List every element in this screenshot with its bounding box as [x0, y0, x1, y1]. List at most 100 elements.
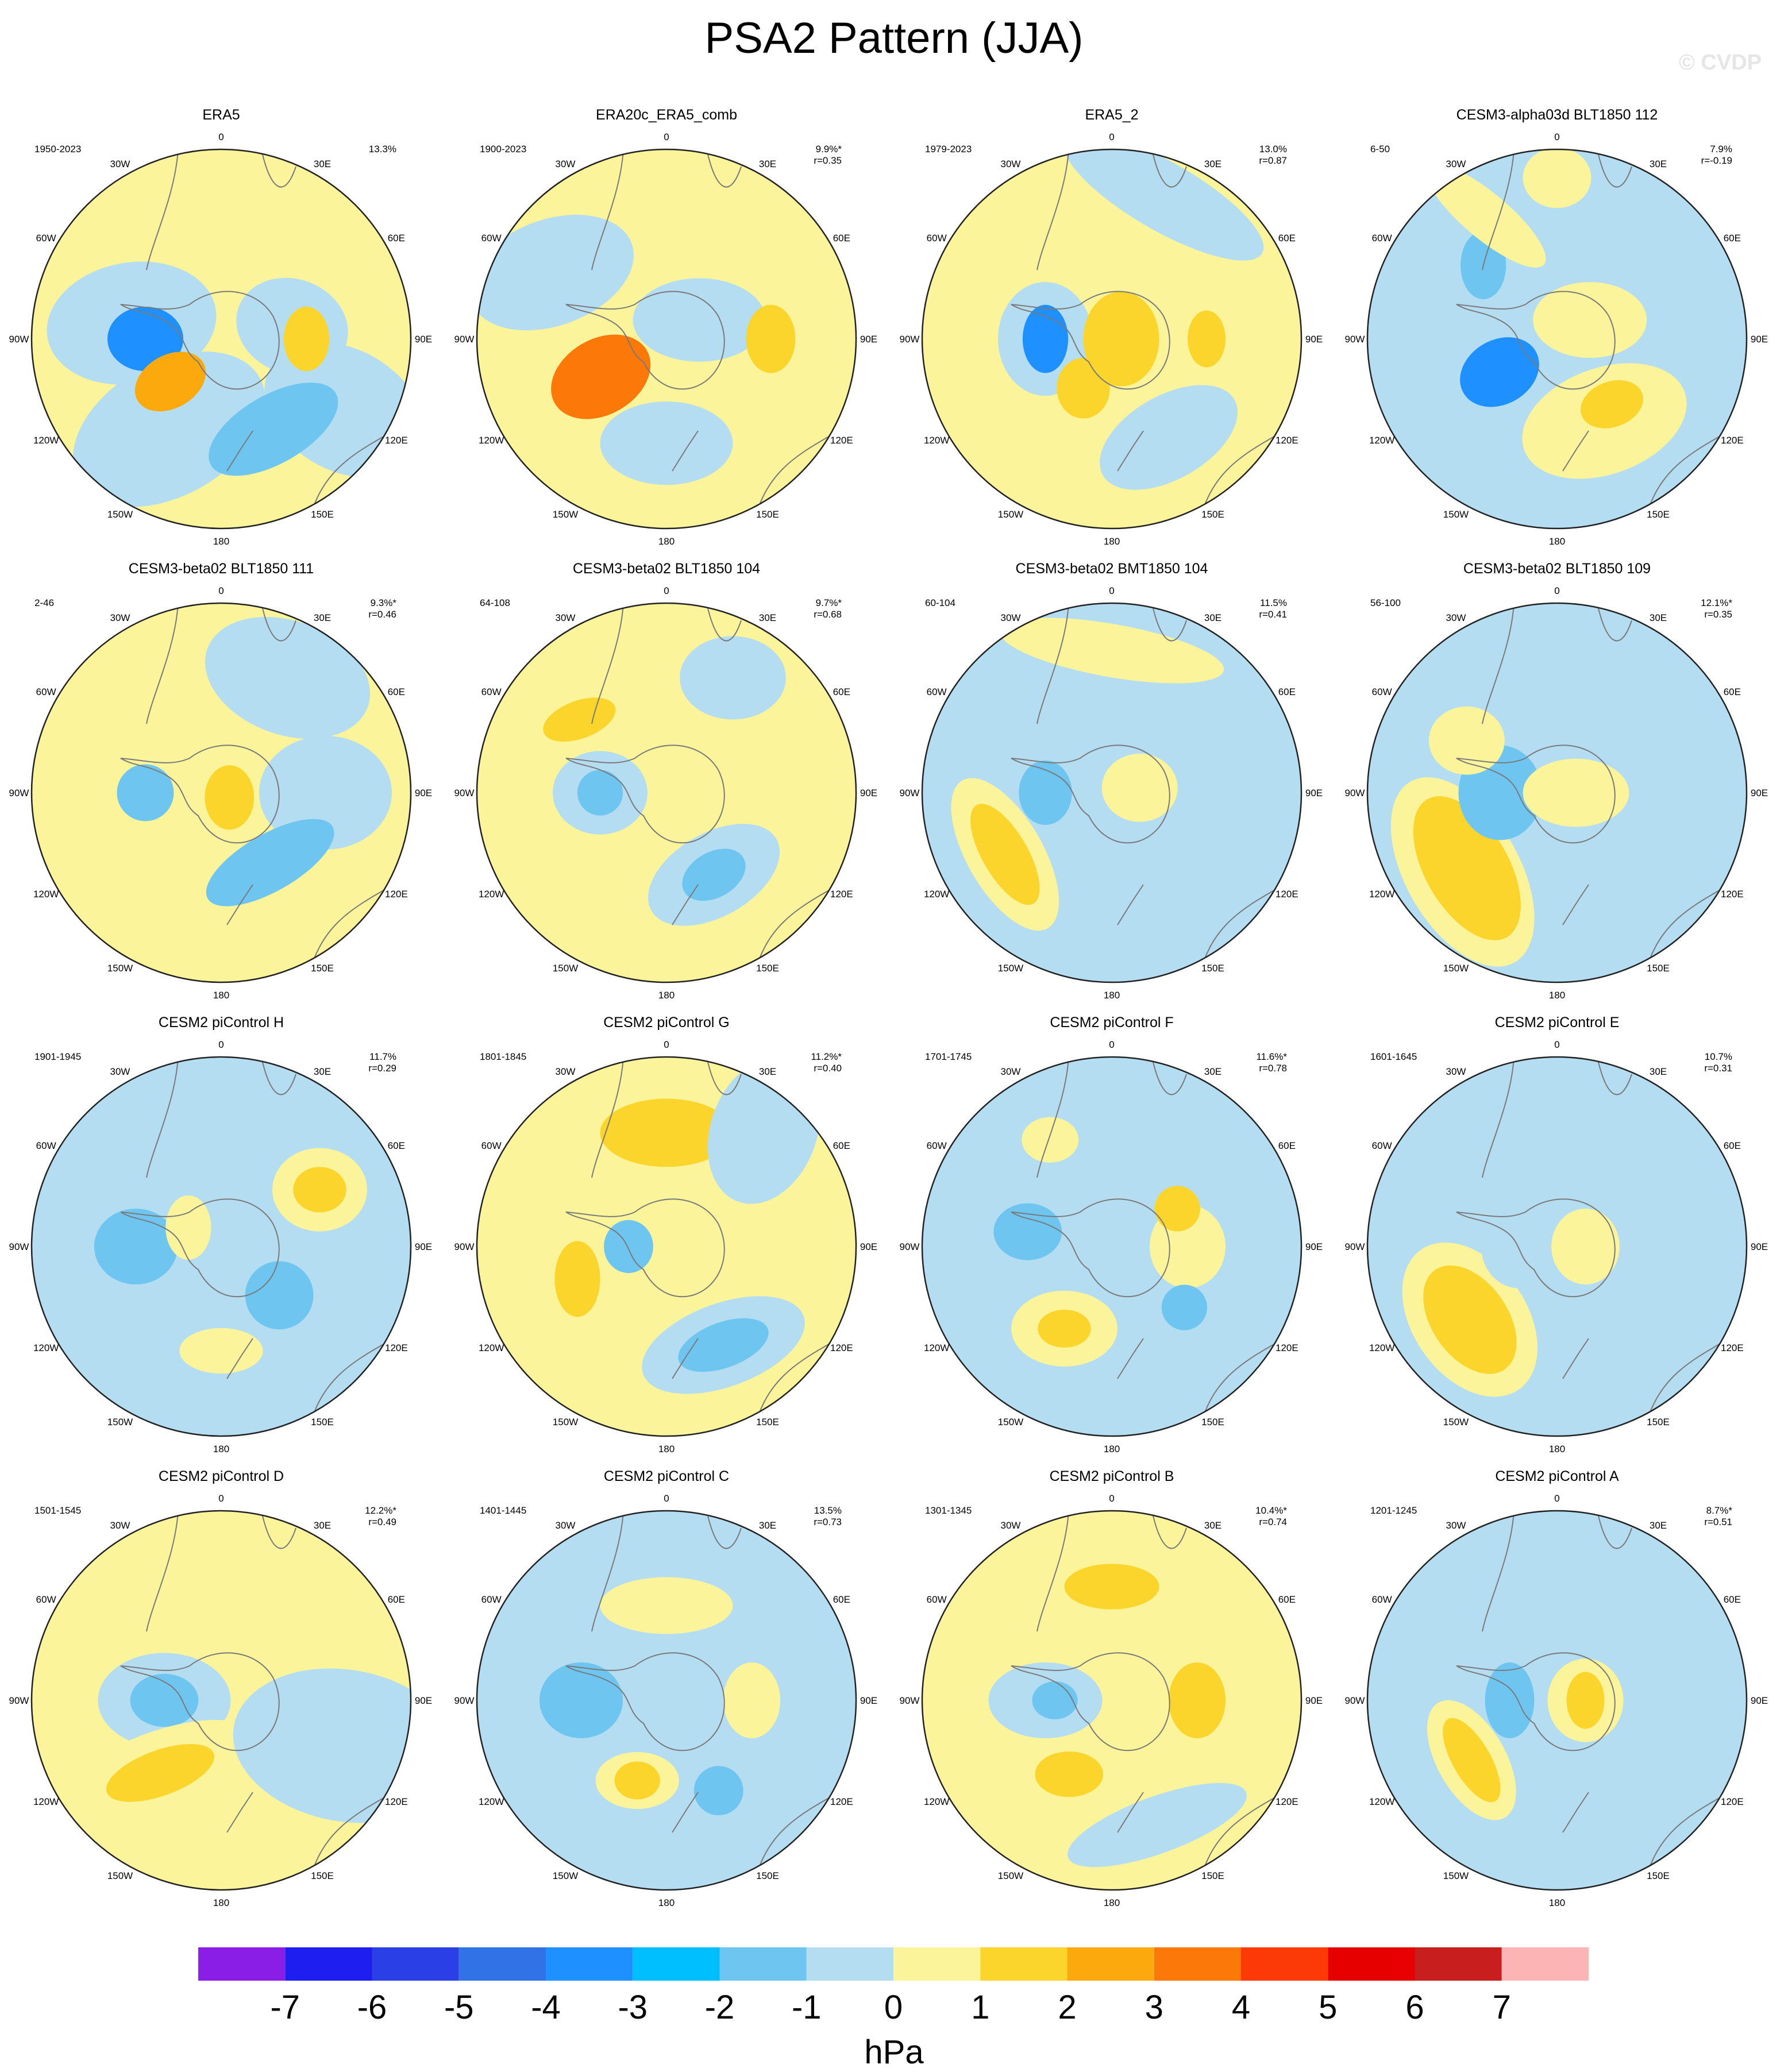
- longitude-label: 150E: [756, 509, 779, 520]
- longitude-label: 180: [1104, 990, 1120, 1001]
- longitude-label: 180: [1549, 1897, 1565, 1908]
- colorbar-box: [372, 1947, 459, 1981]
- longitude-label: 180: [1549, 990, 1565, 1001]
- coastline-south-america: [1036, 149, 1069, 271]
- anomaly-contour: [1101, 754, 1178, 822]
- colorbar-box: [1154, 1947, 1241, 1981]
- anomaly-contour: [205, 765, 255, 830]
- coastline-africa: [261, 1511, 296, 1549]
- coastline-antarctica: [1456, 1652, 1616, 1751]
- anomaly-contour: [94, 1209, 178, 1284]
- longitude-label: 90W: [9, 788, 29, 798]
- longitude-label: 0: [664, 1039, 669, 1050]
- longitude-label: 90W: [900, 334, 920, 345]
- anomaly-contour: [1035, 1751, 1104, 1797]
- longitude-label: 60W: [927, 1140, 947, 1151]
- longitude-label: 30E: [1650, 612, 1667, 623]
- map-panel: 0 30E 60E 90E 120E 150E 180 150W 120W 90W 60W 30W CE…: [9, 561, 433, 1001]
- coastline-antarctica: [1456, 291, 1616, 390]
- longitude-label: 90E: [1751, 334, 1768, 345]
- anomaly-contour: [1413, 796, 1521, 940]
- map-panel: 0 30E 60E 90E 120E 150E 180 150W 120W 90W 60W 30W CE…: [900, 561, 1323, 1001]
- longitude-label: 150E: [1647, 963, 1670, 974]
- anomaly-contour: [970, 804, 1040, 905]
- anomaly-contour: [614, 1761, 660, 1800]
- longitude-label: 90E: [415, 334, 432, 345]
- panel-variance: 8.7%*: [1706, 1505, 1733, 1516]
- coastline-antarctica: [565, 291, 725, 390]
- coastline-africa: [1151, 149, 1187, 188]
- longitude-label: 180: [658, 1897, 675, 1908]
- coastline-new-zealand: [1562, 884, 1589, 925]
- longitude-label: 60W: [481, 233, 502, 244]
- longitude-label: 150W: [998, 963, 1023, 974]
- colorbar-tick-label: 3: [1145, 1989, 1163, 2026]
- longitude-label: 180: [658, 536, 675, 547]
- map-border: [30, 1510, 412, 1891]
- anomaly-contour: [209, 383, 338, 476]
- longitude-label: 120W: [479, 889, 504, 900]
- colorbar-unit: hPa: [864, 2034, 924, 2071]
- panel-title: CESM2 piControl F: [1050, 1014, 1173, 1031]
- longitude-label: 150E: [311, 1417, 334, 1427]
- map-panel: 0 30E 60E 90E 120E 150E 180 150W 120W 90W 60W 30W ER…: [900, 107, 1323, 547]
- coastline-antarctica: [1011, 1198, 1170, 1298]
- longitude-label: 30E: [314, 612, 331, 623]
- panel-variance: 11.7%: [369, 1051, 396, 1062]
- anomaly-contour: [117, 764, 174, 821]
- panel-correlation: r=0.73: [814, 1517, 842, 1527]
- longitude-label: 150W: [1443, 1417, 1469, 1427]
- longitude-label: 90W: [454, 788, 475, 798]
- longitude-label: 60W: [1372, 233, 1392, 244]
- panel-years: 1301-1345: [925, 1505, 972, 1516]
- coastline-new-zealand: [226, 1338, 253, 1379]
- anomaly-contour: [600, 401, 733, 485]
- panel-title: CESM3-beta02 BLT1850 104: [573, 561, 760, 577]
- coastline-new-zealand: [1562, 430, 1589, 472]
- longitude-label: 90W: [1345, 788, 1365, 798]
- coastline-south-america: [146, 1511, 179, 1632]
- longitude-label: 150E: [756, 1417, 779, 1427]
- panel-title: CESM3-alpha03d BLT1850 112: [1456, 107, 1658, 123]
- colorbar-tick-label: 7: [1493, 1989, 1511, 2026]
- panel-variance: 11.5%: [1260, 597, 1287, 608]
- coastline-africa: [261, 603, 296, 642]
- longitude-label: 150E: [1647, 509, 1670, 520]
- longitude-label: 150E: [311, 963, 334, 974]
- coastline-africa: [706, 1057, 742, 1095]
- anomaly-contour: [1425, 164, 1546, 268]
- longitude-label: 150E: [756, 963, 779, 974]
- longitude-label: 60W: [927, 233, 947, 244]
- longitude-label: 90E: [860, 1241, 877, 1252]
- colorbar-tick-label: 4: [1232, 1989, 1250, 2026]
- longitude-label: 90W: [900, 1241, 920, 1252]
- anomaly-contour: [554, 1241, 600, 1317]
- coastline-new-zealand: [226, 884, 253, 925]
- colorbar-box: [1415, 1947, 1502, 1981]
- longitude-label: 30W: [1001, 159, 1021, 169]
- panel-variance: 10.7%: [1705, 1051, 1732, 1062]
- anomaly-contour: [539, 1662, 623, 1738]
- anomaly-contour: [1551, 1209, 1620, 1284]
- coastline-south-america: [591, 149, 624, 271]
- longitude-label: 0: [664, 132, 669, 142]
- panel-variance: 9.3%*: [371, 597, 397, 608]
- longitude-label: 150W: [998, 1417, 1023, 1427]
- panel-years: 2-46: [34, 597, 54, 608]
- coastline-antarctica: [1011, 291, 1170, 390]
- longitude-label: 30W: [1446, 159, 1466, 169]
- longitude-label: 30W: [1446, 1066, 1466, 1077]
- coastline-new-zealand: [1117, 1792, 1144, 1833]
- coastline-africa: [1597, 1057, 1632, 1095]
- coastline-africa: [1597, 1511, 1632, 1549]
- panel-variance: 13.3%: [369, 144, 396, 155]
- coastline-new-zealand: [1117, 1338, 1144, 1379]
- longitude-label: 30W: [110, 159, 130, 169]
- colorbar-tick-label: -3: [618, 1989, 648, 2026]
- longitude-label: 150E: [1201, 1870, 1224, 1881]
- coastline-africa: [706, 1511, 742, 1549]
- longitude-label: 120E: [385, 435, 408, 446]
- longitude-label: 120W: [1369, 1342, 1394, 1353]
- coastline-south-america: [1036, 603, 1069, 724]
